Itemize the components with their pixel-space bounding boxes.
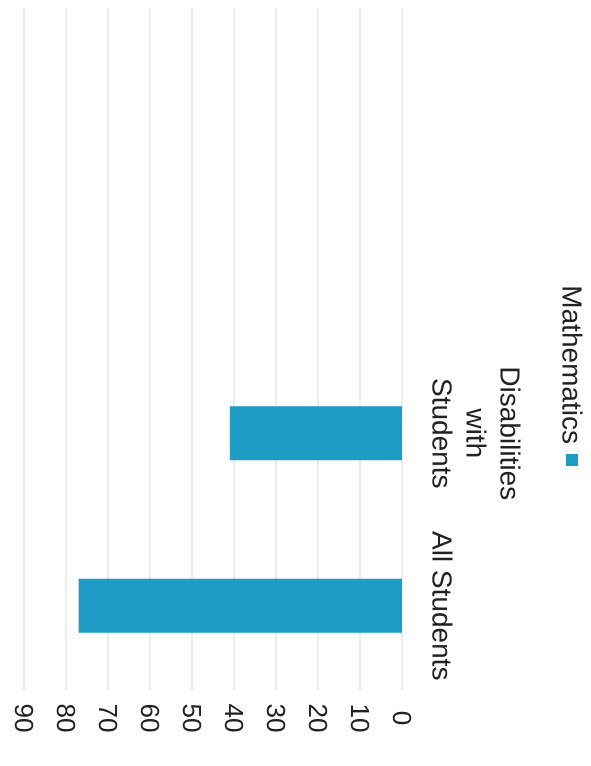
category-label: Students with Disabilities — [427, 366, 526, 500]
tick-label: 60 — [135, 704, 165, 733]
tick-label: 20 — [303, 704, 333, 733]
legend-swatch — [566, 454, 578, 466]
category-label: All Students — [427, 531, 458, 680]
legend: Mathematics — [557, 285, 588, 466]
tick-label: 0 — [387, 711, 417, 725]
tick-label: 50 — [177, 704, 207, 733]
tick-label: 80 — [51, 704, 81, 733]
legend-label: Mathematics — [557, 285, 588, 444]
tick-label: 10 — [345, 704, 375, 733]
category-label-line: All Students — [427, 531, 458, 680]
category-label-line: with — [461, 407, 492, 458]
gridlines — [23, 8, 403, 690]
category-label-line: Students — [427, 378, 458, 489]
category-labels: All Students Students with Disabilities — [427, 366, 526, 680]
value-axis-ticks: 0 10 20 30 40 50 60 70 80 90 — [9, 704, 417, 733]
tick-label: 70 — [93, 704, 123, 733]
tick-label: 30 — [261, 704, 291, 733]
tick-label: 90 — [9, 704, 39, 733]
category-label-line: Disabilities — [495, 366, 526, 500]
bars — [78, 406, 402, 633]
tick-label: 40 — [219, 704, 249, 733]
bar-all-students — [78, 578, 402, 633]
bar-students-with-disabilities — [229, 406, 402, 461]
